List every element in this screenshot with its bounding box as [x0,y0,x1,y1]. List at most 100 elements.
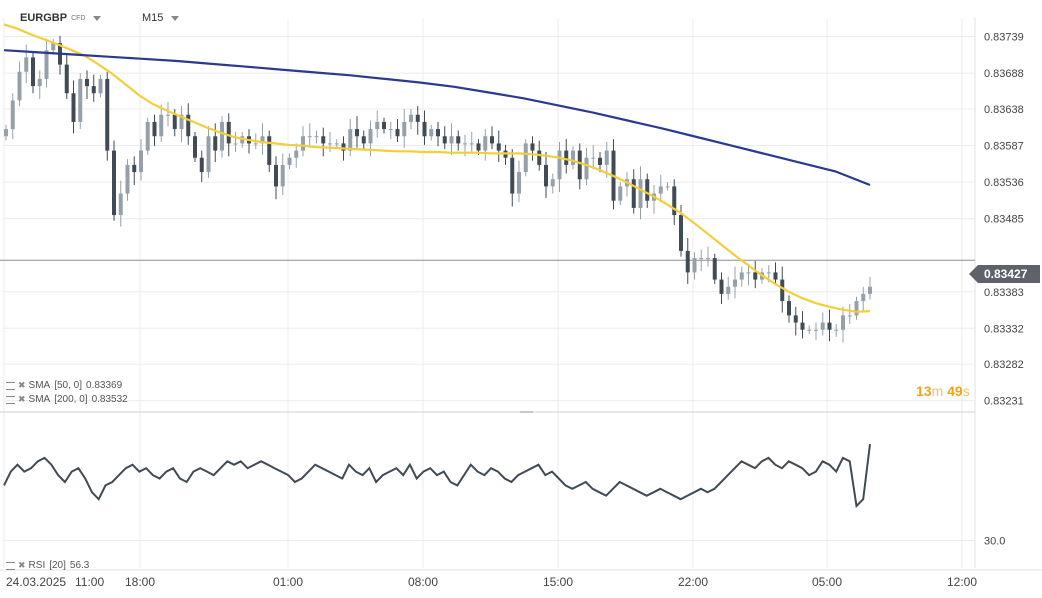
candle-body [314,136,319,138]
y-tick-label: 0.83688 [984,68,1024,80]
candle-body [4,129,8,137]
indicator-name: SMA [28,394,51,405]
candle-body [348,129,353,151]
candle-body [672,186,677,216]
candle-body [301,136,305,151]
candle-body [274,164,278,187]
candle-body [375,121,380,130]
candle-body [807,329,812,331]
candle-body [355,129,359,137]
candle-body [658,186,663,194]
indicator-legend-rsi[interactable]: ✖ RSI [20] 56.3 [6,560,89,571]
candle-body [294,150,299,158]
indicator-value: 0.83532 [91,394,128,405]
candle-body [739,272,744,280]
candle-body [510,157,515,194]
symbol-selector[interactable]: EURGBP CFD [20,12,102,24]
candle-body [395,129,400,137]
candle-body [726,286,731,294]
candle-body [91,86,96,94]
candle-body [712,258,717,280]
candle-body [409,114,413,122]
settings-icon[interactable] [6,561,15,570]
pane-resize-handle[interactable] [520,411,533,413]
candle-body [868,286,872,294]
indicator-params: [200, 0] [54,394,88,405]
current-price-tag: 0.83427 [969,265,1040,283]
candle-body [618,186,623,201]
rsi-line [3,443,871,509]
x-tick-label: 01:00 [273,575,303,589]
candle-body [719,279,724,294]
candle-body [436,129,440,137]
candle-body [361,136,366,144]
candle-body [226,121,231,144]
candle-body [631,179,636,208]
candle-body [854,301,859,316]
candle-body [139,150,143,173]
interval-selector[interactable]: M15 [142,12,180,24]
candle-body [476,143,481,151]
settings-icon[interactable] [6,395,15,404]
y-tick-label: 0.83739 [984,32,1024,44]
candle-body [321,136,326,144]
candle-body [733,279,737,287]
indicator-value: 0.83369 [86,380,123,391]
indicator-legend-sma200[interactable]: ✖ SMA [200, 0] 0.83532 [6,394,128,405]
candle-body [85,78,89,87]
indicator-params: [20] [49,560,66,571]
candle-body [638,179,643,208]
candle-body [213,136,218,151]
y-tick-label: 0.83231 [984,396,1024,408]
candle-body [253,143,258,145]
candle-body [523,143,528,173]
x-tick-label: 05:00 [812,575,842,589]
candle-body [24,57,29,72]
candle-body [280,164,285,187]
candle-body [604,150,609,165]
candle-body [233,143,238,145]
candle-body [37,78,42,87]
candle-body [429,129,434,137]
candle-body [550,179,555,187]
y-tick-label: 0.83383 [984,287,1024,299]
candle-body [193,136,197,158]
candle-body [307,136,312,138]
settings-icon[interactable] [6,381,15,390]
candle-body [847,315,852,317]
close-icon[interactable]: ✖ [18,394,26,404]
candle-body [564,150,569,165]
y-tick-label: 0.83638 [984,104,1024,116]
candle-body [706,258,710,260]
candle-body [267,136,272,165]
candle-body [557,150,562,180]
candle-body [584,157,589,180]
candle-body [118,193,123,216]
chevron-down-icon [171,15,180,21]
candle-body [179,114,184,130]
sma50-line [3,23,871,313]
candle-body [382,121,386,130]
sma200-line [3,49,871,187]
close-icon[interactable]: ✖ [18,380,26,390]
indicator-legend-sma50[interactable]: ✖ SMA [50, 0] 0.83369 [6,380,122,391]
candle-body [206,136,211,173]
candle-body [449,136,454,144]
candle-body [172,114,177,130]
x-tick-label: 12:00 [947,575,977,589]
candle-body [496,143,501,151]
candle-body [645,179,650,201]
y-tick-label: 0.83282 [984,359,1024,371]
y-tick-label: 0.83332 [984,323,1024,335]
candle-body [98,78,103,94]
close-icon[interactable]: ✖ [18,560,26,570]
candle-body [334,143,339,145]
x-tick-label: 08:00 [408,575,438,589]
x-tick-label: 24.03.2025 [6,575,66,589]
candle-body [17,71,22,101]
instrument-type-label: CFD [71,14,86,22]
candle-body [145,121,150,151]
y-tick-label: 0.83485 [984,214,1024,226]
candle-body [537,150,542,165]
